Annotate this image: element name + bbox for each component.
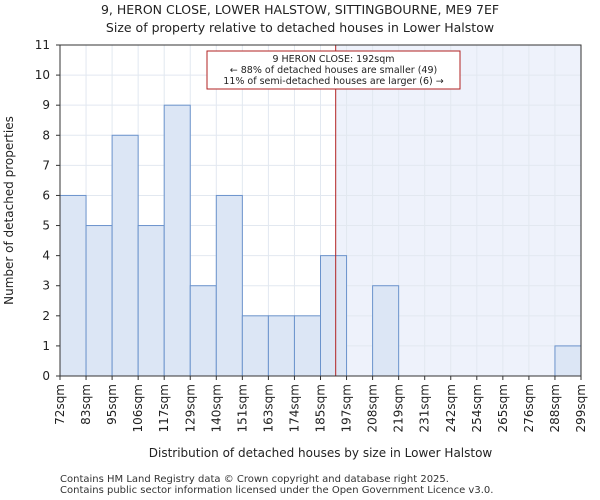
chart-title: 9, HERON CLOSE, LOWER HALSTOW, SITTINGBO… bbox=[100, 2, 500, 17]
histogram-bar bbox=[111, 134, 139, 377]
y-tick-label: 0 bbox=[42, 369, 50, 383]
y-tick-label: 9 bbox=[42, 98, 50, 112]
histogram-bar bbox=[293, 315, 322, 377]
x-tick-label: 72sqm bbox=[53, 384, 67, 425]
y-tick-label: 2 bbox=[42, 309, 50, 323]
y-tick-label: 4 bbox=[42, 249, 50, 263]
y-tick-label: 10 bbox=[35, 68, 50, 82]
y-tick-label: 11 bbox=[35, 38, 50, 52]
histogram-bar bbox=[372, 285, 400, 377]
y-tick-label: 3 bbox=[42, 279, 50, 293]
x-tick-label: 163sqm bbox=[261, 384, 275, 432]
x-axis-label: Distribution of detached houses by size … bbox=[149, 446, 493, 460]
histogram-bar bbox=[189, 285, 217, 377]
y-tick-label: 8 bbox=[42, 128, 50, 142]
x-tick-label: 219sqm bbox=[392, 384, 406, 432]
x-tick-label: 276sqm bbox=[522, 384, 536, 432]
x-tick-label: 299sqm bbox=[574, 384, 588, 432]
annotation-line: 9 HERON CLOSE: 192sqm bbox=[272, 54, 394, 65]
annotation-box bbox=[206, 50, 461, 90]
x-tick-label: 117sqm bbox=[157, 384, 171, 432]
x-tick-label: 83sqm bbox=[79, 384, 93, 425]
chart-subtitle: Size of property relative to detached ho… bbox=[105, 20, 495, 35]
x-tick-label: 242sqm bbox=[444, 384, 458, 432]
histogram-bar bbox=[85, 225, 113, 377]
x-tick-label: 254sqm bbox=[470, 384, 484, 432]
x-tick-label: 106sqm bbox=[131, 384, 145, 432]
y-tick-label: 5 bbox=[42, 219, 50, 233]
x-tick-label: 208sqm bbox=[366, 384, 380, 432]
x-tick-label: 151sqm bbox=[235, 384, 249, 432]
x-tick-label: 129sqm bbox=[183, 384, 197, 432]
histogram-bar bbox=[241, 315, 269, 377]
x-tick-label: 95sqm bbox=[105, 384, 119, 425]
y-axis-label: Number of detached properties bbox=[2, 116, 16, 305]
x-tick-label: 197sqm bbox=[340, 384, 354, 432]
y-tick-label: 1 bbox=[42, 339, 50, 353]
histogram-bar bbox=[320, 255, 348, 377]
footer-licence: Contains public sector information licen… bbox=[60, 485, 494, 496]
x-tick-label: 140sqm bbox=[209, 384, 223, 432]
x-tick-label: 231sqm bbox=[418, 384, 432, 432]
x-tick-label: 185sqm bbox=[314, 384, 328, 432]
x-tick-label: 265sqm bbox=[496, 384, 510, 432]
histogram-bar bbox=[215, 194, 243, 377]
x-tick-label: 288sqm bbox=[548, 384, 562, 432]
y-tick-label: 6 bbox=[42, 188, 50, 202]
histogram-bar bbox=[267, 315, 295, 377]
histogram-bar bbox=[554, 345, 582, 377]
histogram-bar bbox=[137, 225, 165, 377]
histogram-bar bbox=[59, 194, 87, 377]
x-tick-label: 174sqm bbox=[287, 384, 301, 432]
histogram-bar bbox=[163, 104, 191, 377]
footer-copyright: Contains HM Land Registry data © Crown c… bbox=[60, 474, 449, 485]
annotation-line: ← 88% of detached houses are smaller (49… bbox=[230, 65, 437, 76]
y-tick-label: 7 bbox=[42, 158, 50, 172]
annotation-line: 11% of semi-detached houses are larger (… bbox=[223, 76, 443, 87]
